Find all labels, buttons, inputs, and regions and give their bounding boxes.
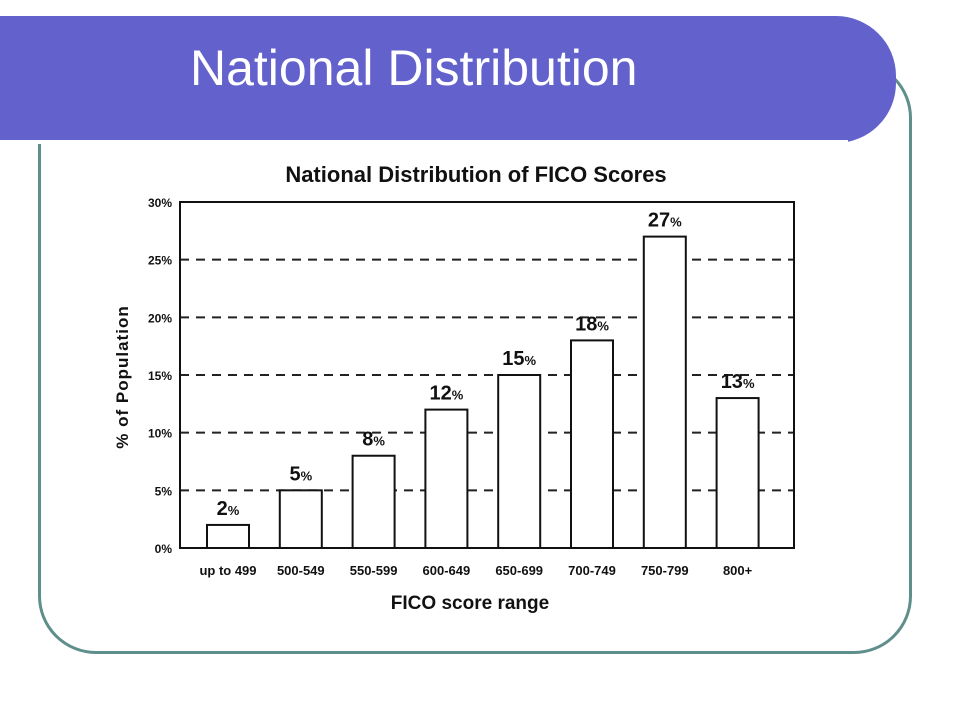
gridlines [180,258,794,492]
data-labels: 2% 5% 8% 12% 15% 18% 27% 13% [217,210,755,520]
x-tick-label: up to 499 [199,563,256,578]
bar [206,523,250,550]
bar [642,235,687,549]
title-underline [0,140,848,144]
slide-frame [38,60,912,654]
x-tick-label: 750-799 [641,563,689,578]
x-tick-label: 800+ [723,563,753,578]
x-tick-label: 700-749 [568,563,616,578]
data-label: 2% [217,498,240,520]
y-tick-label: 0% [155,542,173,556]
bar [278,489,323,550]
plot-frame [179,201,795,549]
x-axis-label: FICO score range [391,593,549,614]
bars [206,235,760,550]
y-tick-label: 10% [148,427,172,441]
y-tick-label: 15% [148,369,172,383]
y-axis-label: % of Population [113,305,132,448]
y-axis-ticks: 0% 5% 10% 15% 20% 25% 30% [148,196,172,556]
y-tick-label: 30% [148,196,172,210]
y-tick-label: 5% [155,484,173,498]
data-label: 27% [648,210,682,232]
y-tick-label: 25% [148,254,172,268]
bar [715,397,760,550]
bar [351,454,396,550]
data-label: 12% [429,383,463,405]
data-label: 18% [575,313,609,335]
data-label: 15% [502,348,536,370]
data-label: 8% [362,429,385,451]
chart-title: National Distribution of FICO Scores [285,162,666,187]
y-tick-label: 20% [148,311,172,325]
bar [497,374,542,549]
data-label: 13% [721,371,755,393]
bar [570,339,614,549]
x-axis-categories: up to 499 500-549 550-599 600-649 650-699 700… [199,563,752,578]
x-tick-label: 600-649 [423,563,471,578]
bar [424,408,469,549]
x-tick-label: 500-549 [277,563,325,578]
slide-title: National Distribution [190,40,638,96]
x-tick-label: 550-599 [350,563,398,578]
data-label: 5% [289,463,312,485]
title-banner [0,16,896,144]
x-tick-label: 650-699 [495,563,543,578]
